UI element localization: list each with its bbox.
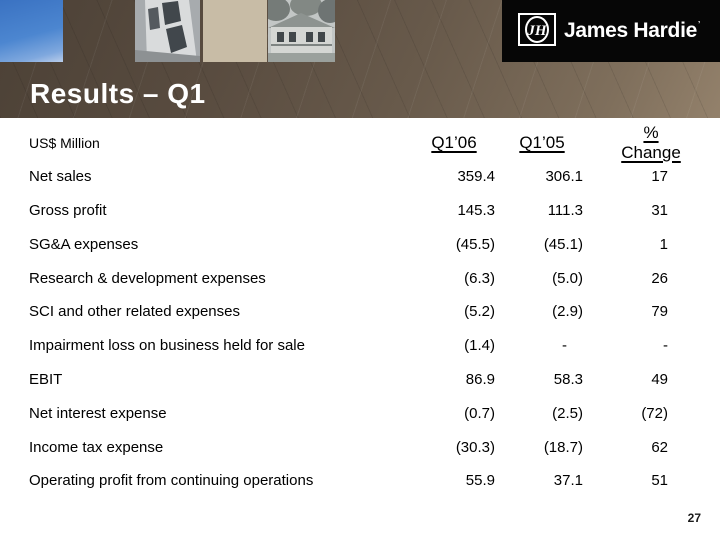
column-header-change: % Change (621, 122, 681, 162)
value-change: 1 (659, 235, 668, 253)
value-q106: (1.4) (464, 337, 495, 355)
value-q105: 37.1 (553, 472, 583, 490)
value-q105: - (562, 337, 567, 355)
value-change: 31 (651, 201, 668, 219)
logo-band: JH James Hardie’ (502, 0, 720, 62)
jh-monogram-art: JH (525, 16, 549, 43)
table-row: SCI and other related expenses (5.2) (2.… (29, 295, 690, 329)
svg-text:JH: JH (526, 23, 548, 39)
table-row: Impairment loss on business held for sal… (29, 329, 690, 363)
house-photo-art (268, 0, 335, 62)
value-change: - (663, 337, 668, 355)
construction-photo-art (135, 0, 200, 62)
row-label: EBIT (29, 370, 63, 388)
value-change: 62 (651, 438, 668, 456)
construction-photo (135, 0, 200, 62)
value-change: 17 (651, 168, 668, 186)
column-header-q106: Q1’06 (431, 132, 477, 152)
house-photo (268, 0, 335, 62)
value-q105: (18.7) (543, 438, 583, 456)
table-row: Net interest expense (0.7) (2.5) (72) (29, 396, 690, 430)
trademark-mark: ’ (697, 19, 700, 29)
row-label: SG&A expenses (29, 235, 139, 253)
siding-swatch-photo (203, 0, 267, 62)
value-change: 51 (651, 472, 668, 490)
value-change: 79 (651, 303, 668, 321)
value-q105: (5.0) (552, 269, 583, 287)
value-change: 26 (651, 269, 668, 287)
table-row: Gross profit 145.3 111.3 31 (29, 194, 690, 228)
value-q105: 58.3 (553, 370, 583, 388)
james-hardie-monogram-icon: JH (518, 13, 556, 46)
column-header-q105: Q1’05 (519, 132, 565, 152)
row-label: Operating profit from continuing operati… (29, 472, 314, 490)
value-q106: 145.3 (457, 201, 495, 219)
table-row: SG&A expenses (45.5) (45.1) 1 (29, 227, 690, 261)
table-row: Income tax expense (30.3) (18.7) 62 (29, 430, 690, 464)
value-q106: 359.4 (457, 168, 495, 186)
value-q106: 86.9 (465, 370, 495, 388)
value-change: 49 (651, 370, 668, 388)
table-row: Operating profit from continuing operati… (29, 464, 690, 498)
value-q105: (2.9) (552, 303, 583, 321)
row-label: SCI and other related expenses (29, 303, 240, 321)
brand-name: James Hardie’ (564, 0, 700, 62)
row-label: Impairment loss on business held for sal… (29, 337, 305, 355)
value-q105: (2.5) (552, 404, 583, 422)
table-body: Net sales 359.4 306.1 17 Gross profit 14… (29, 160, 690, 498)
page-number: 27 (687, 511, 701, 525)
value-q105: 306.1 (545, 168, 583, 186)
slide-title: Results – Q1 (30, 78, 206, 109)
value-q106: (45.5) (455, 235, 495, 253)
value-q106: (6.3) (464, 269, 495, 287)
value-q106: 55.9 (465, 472, 495, 490)
value-q105: 111.3 (547, 201, 583, 219)
header-banner: JH James Hardie’ Results – Q1 (0, 0, 720, 118)
row-label: Research & development expenses (29, 269, 266, 287)
table-row: Net sales 359.4 306.1 17 (29, 160, 690, 194)
row-label: Net sales (29, 168, 92, 186)
brand-text: James Hardie (564, 19, 697, 42)
value-q106: (5.2) (464, 303, 495, 321)
financial-table: US$ Million Q1’06 Q1’05 % Change Net sal… (29, 122, 690, 498)
sky-photo (0, 0, 63, 62)
value-change: (72) (641, 404, 668, 422)
value-q106: (30.3) (455, 438, 495, 456)
row-label: Net interest expense (29, 404, 167, 422)
table-header-row: US$ Million Q1’06 Q1’05 % Change (29, 122, 690, 162)
table-row: EBIT 86.9 58.3 49 (29, 363, 690, 397)
row-label: Gross profit (29, 201, 107, 219)
row-label: Income tax expense (29, 438, 164, 456)
value-q105: (45.1) (543, 235, 583, 253)
unit-label: US$ Million (29, 134, 100, 151)
value-q106: (0.7) (464, 404, 495, 422)
table-row: Research & development expenses (6.3) (5… (29, 261, 690, 295)
